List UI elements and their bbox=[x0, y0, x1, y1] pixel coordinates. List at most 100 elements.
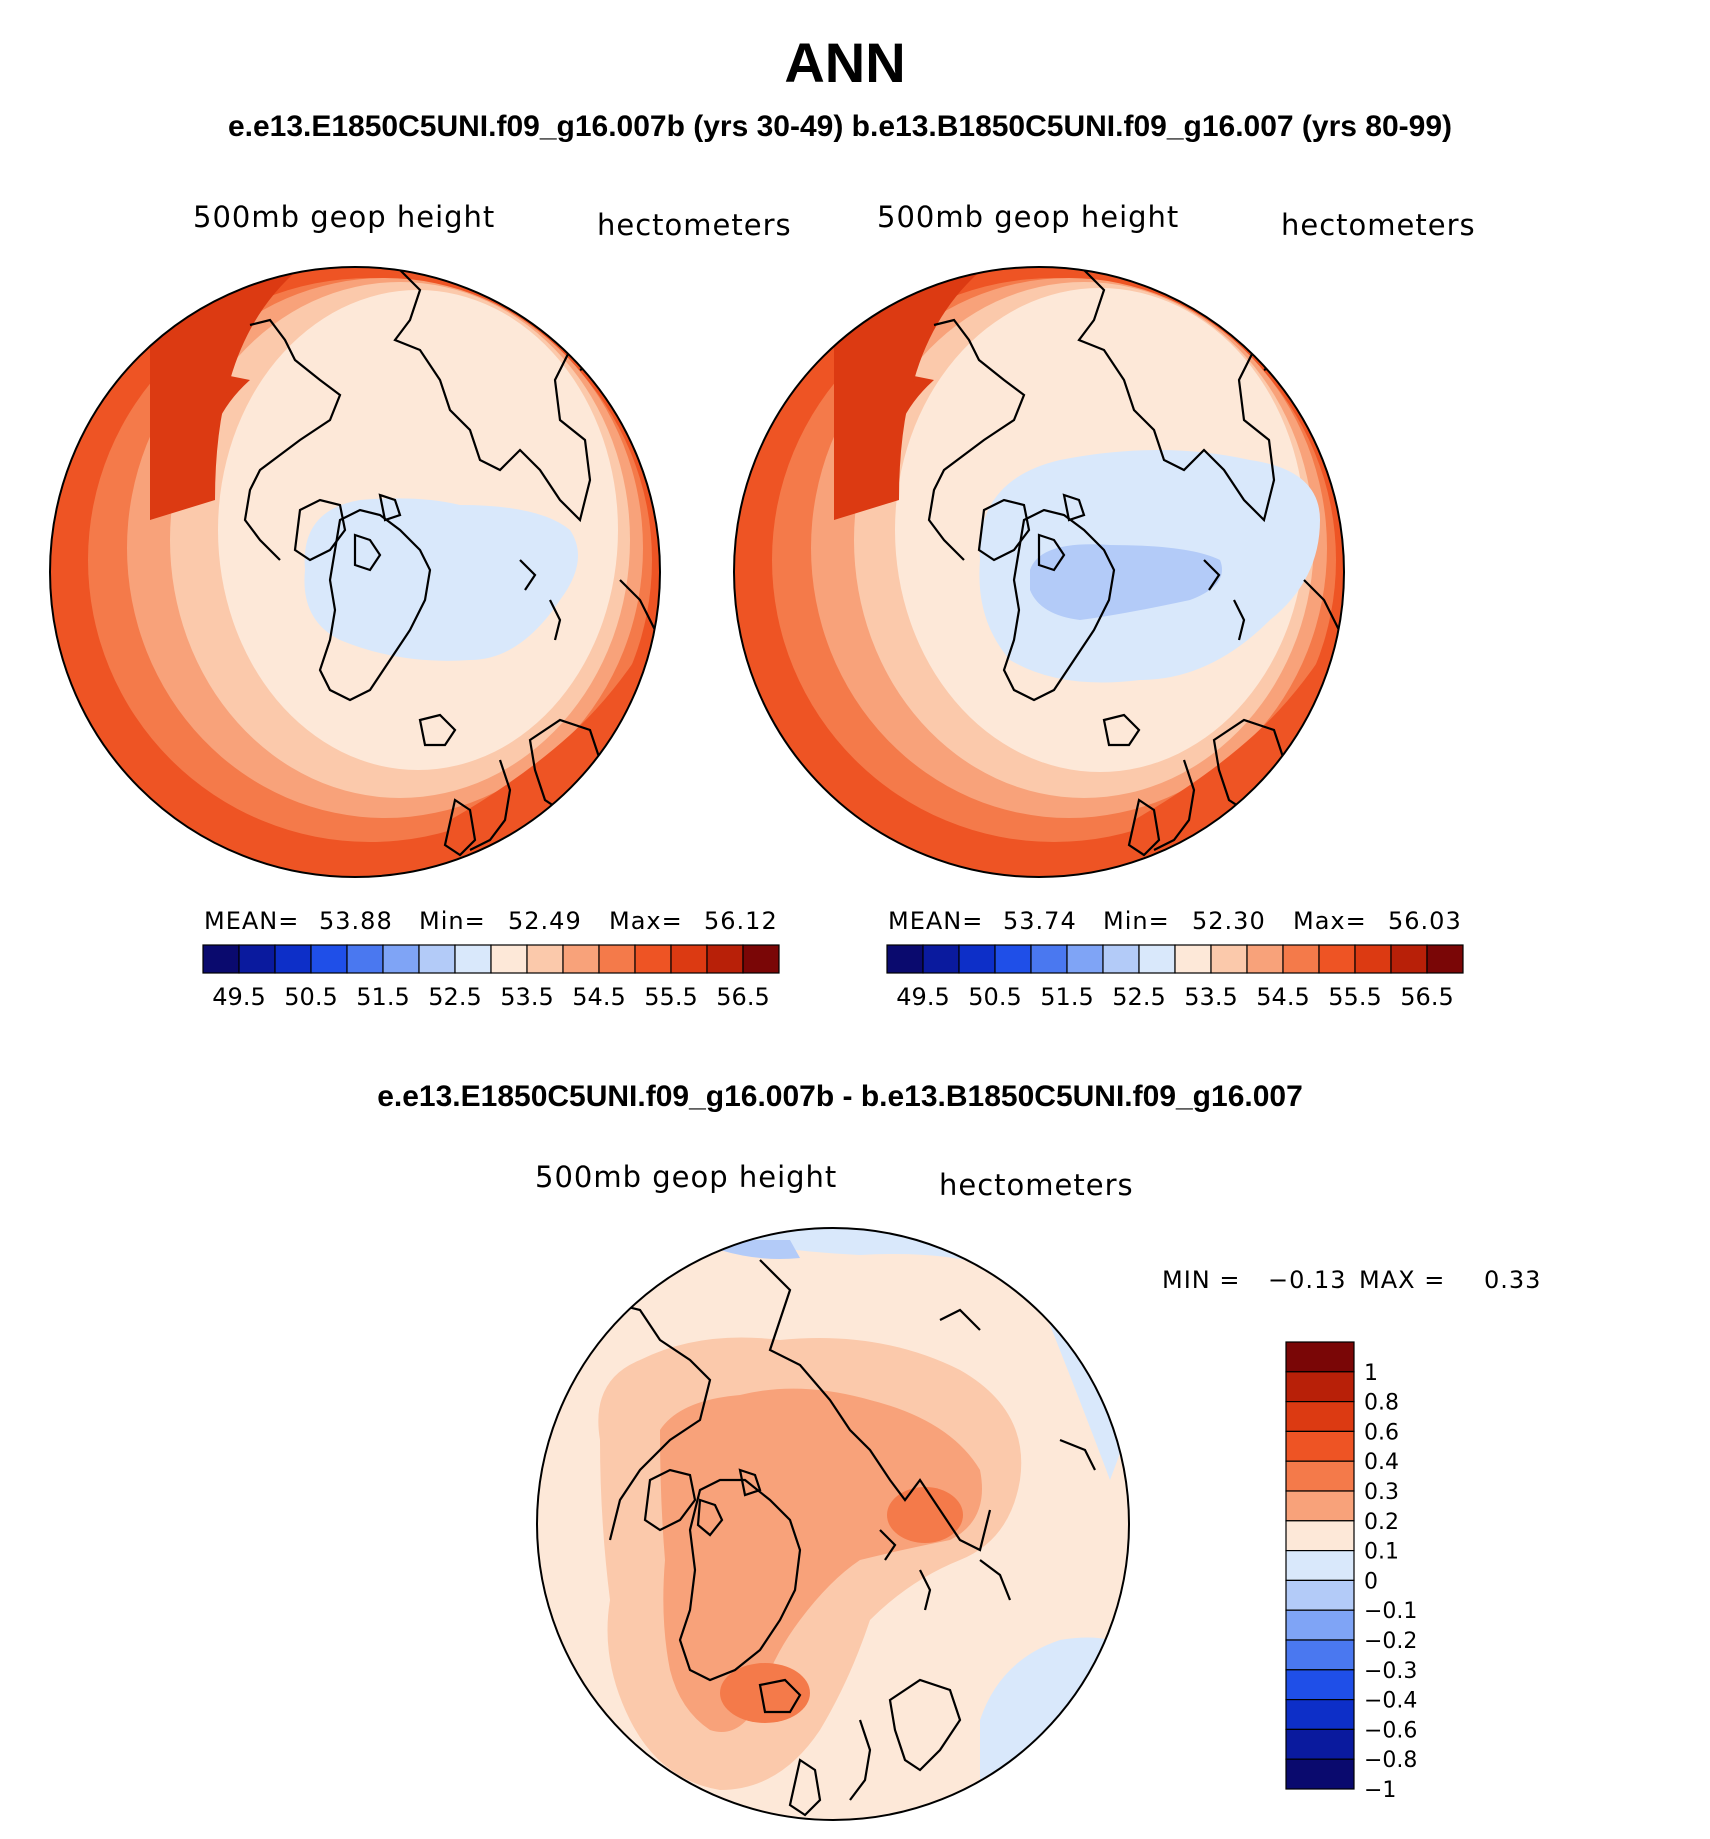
diff-colorbar-swatch bbox=[1285, 1669, 1355, 1701]
panel2-max-label: Max= bbox=[1293, 907, 1367, 935]
panel1-colorbar-swatch bbox=[454, 944, 492, 974]
panel1-colorbar-tick-label: 51.5 bbox=[356, 983, 409, 1011]
panel1-mean-label: MEAN= bbox=[204, 907, 300, 935]
panel2-colorbar-swatch bbox=[1318, 944, 1356, 974]
panel1-map bbox=[49, 266, 661, 878]
panel1-colorbar-tick-label: 55.5 bbox=[644, 983, 697, 1011]
panel2-colorbar-swatch bbox=[1354, 944, 1392, 974]
panel2-colorbar-swatch bbox=[1174, 944, 1212, 974]
panel1-colorbar-swatch bbox=[706, 944, 744, 974]
panel1-colorbar-tick-label: 53.5 bbox=[500, 983, 553, 1011]
panel2-colorbar-swatch bbox=[922, 944, 960, 974]
diff-map bbox=[536, 1227, 1130, 1821]
panel1-max-label: Max= bbox=[609, 907, 683, 935]
panel2-colorbar-swatch bbox=[1426, 944, 1464, 974]
panel1-field-label: 500mb geop height bbox=[193, 200, 496, 234]
panel1-colorbar-swatch bbox=[526, 944, 564, 974]
diff-colorbar-swatch bbox=[1285, 1520, 1355, 1552]
diff-coastlines bbox=[599, 1259, 1096, 1817]
diff-colorbar-swatch bbox=[1285, 1698, 1355, 1730]
panel2-colorbar-swatch bbox=[1390, 944, 1428, 974]
diff-title: e.e13.E1850C5UNI.f09_g16.007b - b.e13.B1… bbox=[377, 1080, 1303, 1113]
diff-colorbar-swatch bbox=[1285, 1341, 1355, 1373]
panel2-map-border bbox=[733, 266, 1345, 878]
panel2-colorbar-swatch bbox=[1246, 944, 1284, 974]
diff-colorbar-tick-label: −1 bbox=[1364, 1778, 1396, 1803]
diff-neg-north-core bbox=[720, 1240, 800, 1259]
panel1-colorbar: 49.5 50.5 51.5 52.5 53.5 54.5 55.5 56.5 bbox=[202, 944, 780, 1011]
diff-colorbar-tick-label: −0.3 bbox=[1364, 1659, 1417, 1684]
panel1-colorbar-tick-label: 54.5 bbox=[572, 983, 625, 1011]
diff-colorbar-swatch bbox=[1285, 1549, 1355, 1581]
panel1-colorbar-tick-label: 50.5 bbox=[284, 983, 337, 1011]
panel2-colorbar-swatch bbox=[958, 944, 996, 974]
panel1-max-value: 56.12 bbox=[704, 907, 778, 935]
diff-colorbar-tick-label: −0.1 bbox=[1364, 1599, 1417, 1624]
panel2-colorbar-tick-label: 54.5 bbox=[1256, 983, 1309, 1011]
diff-colorbar-swatch bbox=[1285, 1371, 1355, 1403]
panel2-colorbar-swatch bbox=[1210, 944, 1248, 974]
diff-colorbar-tick-label: 0 bbox=[1364, 1569, 1378, 1594]
diff-colorbar: 1 0.8 0.6 0.4 0.3 0.2 0.1 0 −0.1 −0.2 −0.3 −0.4 −0.6… bbox=[1285, 1341, 1417, 1803]
diff-colorbar-swatch bbox=[1285, 1400, 1355, 1432]
panel2-colorbar-swatch bbox=[994, 944, 1032, 974]
panel2-colorbar-tick-label: 51.5 bbox=[1040, 983, 1093, 1011]
panel2-colorbar: 49.5 50.5 51.5 52.5 53.5 54.5 55.5 56.5 bbox=[886, 944, 1464, 1011]
panel2-colorbar-tick-label: 52.5 bbox=[1112, 983, 1165, 1011]
panel1-colorbar-swatch bbox=[562, 944, 600, 974]
panel1-colorbar-swatch bbox=[310, 944, 348, 974]
diff-colorbar-swatch bbox=[1285, 1728, 1355, 1760]
diff-colorbar-swatch bbox=[1285, 1758, 1355, 1790]
panel2-colorbar-tick-label: 55.5 bbox=[1328, 983, 1381, 1011]
panel2-mean-value: 53.74 bbox=[1003, 907, 1077, 935]
panel1-colorbar-swatch bbox=[382, 944, 420, 974]
panel1-min-value: 52.49 bbox=[508, 907, 582, 935]
subtitle: e.e13.E1850C5UNI.f09_g16.007b (yrs 30-49… bbox=[227, 110, 1453, 143]
diff-colorbar-swatch bbox=[1285, 1579, 1355, 1611]
panel2-colorbar-swatch bbox=[1102, 944, 1140, 974]
diff-colorbar-tick-label: 1 bbox=[1364, 1361, 1378, 1386]
diff-map-border bbox=[536, 1227, 1130, 1821]
diff-colorbar-swatch bbox=[1285, 1639, 1355, 1671]
panel1-colorbar-swatch bbox=[238, 944, 276, 974]
panel2-colorbar-tick-label: 53.5 bbox=[1184, 983, 1237, 1011]
panel1-colorbar-tick-label: 52.5 bbox=[428, 983, 481, 1011]
diff-colorbar-tick-label: 0.2 bbox=[1364, 1510, 1399, 1535]
diff-neg-north bbox=[640, 1228, 1000, 1270]
panel2-colorbar-swatch bbox=[1030, 944, 1068, 974]
panel1-colorbar-swatch bbox=[490, 944, 528, 974]
diff-colorbar-swatch bbox=[1285, 1490, 1355, 1522]
diff-colorbar-tick-label: 0.6 bbox=[1364, 1420, 1399, 1445]
diff-units-label: hectometers bbox=[939, 1168, 1134, 1202]
panel2-colorbar-tick-label: 49.5 bbox=[896, 983, 949, 1011]
panel2-colorbar-tick-label: 56.5 bbox=[1400, 983, 1453, 1011]
panel2-units-label: hectometers bbox=[1281, 208, 1476, 242]
panel2-field-label: 500mb geop height bbox=[877, 200, 1180, 234]
diff-field-label: 500mb geop height bbox=[535, 1160, 838, 1194]
diff-colorbar-swatch bbox=[1285, 1430, 1355, 1462]
diff-min-value: −0.13 bbox=[1268, 1266, 1347, 1294]
panel2-map bbox=[733, 266, 1345, 878]
diff-colorbar-tick-label: 0.4 bbox=[1364, 1450, 1399, 1475]
diff-colorbar-tick-label: −0.2 bbox=[1364, 1629, 1417, 1654]
diff-max-south bbox=[720, 1663, 810, 1723]
diff-colorbar-tick-label: 0.3 bbox=[1364, 1480, 1399, 1505]
panel2-max-value: 56.03 bbox=[1388, 907, 1462, 935]
panel1-map-border bbox=[49, 266, 661, 878]
diff-colorbar-tick-label: −0.4 bbox=[1364, 1689, 1417, 1714]
panel1-low-region bbox=[304, 498, 578, 661]
diff-colorbar-tick-label: −0.6 bbox=[1364, 1718, 1417, 1743]
diff-max-value: 0.33 bbox=[1484, 1266, 1542, 1294]
main-title: ANN bbox=[784, 31, 906, 94]
diff-min-label: MIN = bbox=[1162, 1266, 1241, 1294]
panel2-lowest-region bbox=[1030, 544, 1222, 620]
panel1-units-label: hectometers bbox=[597, 208, 792, 242]
diff-max-east bbox=[887, 1487, 963, 1543]
panel1-band-55-5 bbox=[150, 267, 300, 520]
panel2-min-value: 52.30 bbox=[1192, 907, 1266, 935]
panel1-colorbar-swatch bbox=[634, 944, 672, 974]
diff-colorbar-tick-label: −0.8 bbox=[1364, 1748, 1417, 1773]
panel1-colorbar-tick-label: 56.5 bbox=[716, 983, 769, 1011]
panel1-colorbar-swatch bbox=[202, 944, 240, 974]
